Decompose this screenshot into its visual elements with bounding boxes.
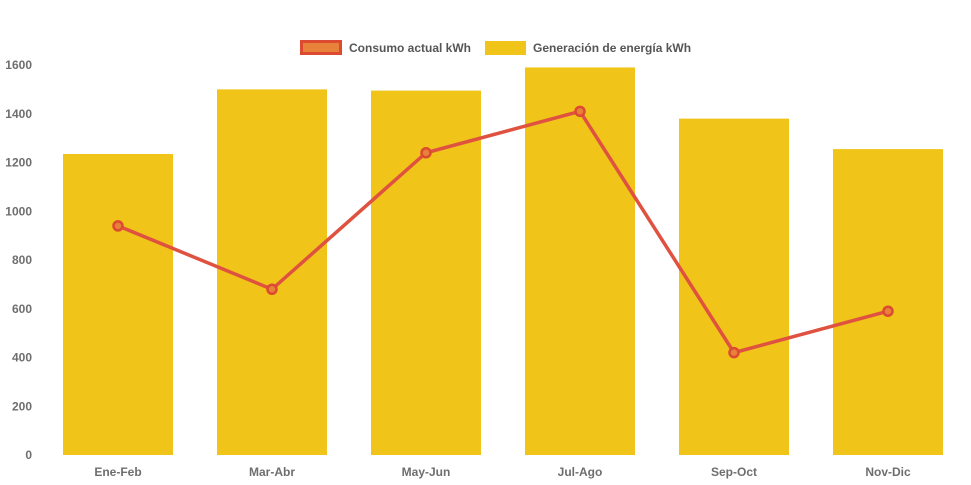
line-point-Sep-Oct xyxy=(728,346,740,359)
bar-Mar-Abr xyxy=(217,89,327,455)
consumption-line xyxy=(116,109,890,355)
y-tick-label: 1000 xyxy=(5,204,32,218)
legend-label-generacion: Generación de energía kWh xyxy=(533,40,692,55)
line-point-May-Jun xyxy=(420,147,432,159)
line-point-Mar-Abr xyxy=(266,283,278,295)
y-tick-label: 200 xyxy=(12,399,32,413)
x-label-Nov-Dic: Nov-Dic xyxy=(865,465,911,479)
line-point-Jul-Ago xyxy=(574,105,586,118)
chart-legend: Consumo actual kWh Generación de energía… xyxy=(300,40,691,55)
legend-item-consumo[interactable]: Consumo actual kWh xyxy=(300,40,471,55)
x-label-Mar-Abr: Mar-Abr xyxy=(249,465,295,479)
generacion-bar-swatch-icon xyxy=(485,40,527,55)
legend-item-generacion[interactable]: Generación de energía kWh xyxy=(485,40,692,55)
x-label-Jul-Ago: Jul-Ago xyxy=(558,465,603,479)
bar-Sep-Oct xyxy=(679,118,789,455)
line-point-Ene-Feb xyxy=(112,220,124,232)
y-tick-label: 1200 xyxy=(5,156,32,170)
x-label-Ene-Feb: Ene-Feb xyxy=(94,465,141,479)
y-tick-label: 1600 xyxy=(5,58,32,72)
x-label-May-Jun: May-Jun xyxy=(402,465,451,479)
bar-Jul-Ago xyxy=(525,67,635,455)
x-label-Sep-Oct: Sep-Oct xyxy=(711,465,757,479)
consumo-line-swatch-icon xyxy=(300,40,342,55)
bar-May-Jun xyxy=(371,90,481,455)
y-tick-label: 0 xyxy=(25,448,32,462)
y-tick-label: 1400 xyxy=(5,107,32,121)
y-tick-label: 600 xyxy=(12,302,32,316)
legend-label-consumo: Consumo actual kWh xyxy=(349,40,472,55)
bar-Nov-Dic xyxy=(833,149,943,455)
line-point-Nov-Dic xyxy=(882,305,894,317)
y-tick-label: 800 xyxy=(12,253,32,267)
bar-Ene-Feb xyxy=(63,153,173,455)
y-tick-label: 400 xyxy=(12,351,32,365)
